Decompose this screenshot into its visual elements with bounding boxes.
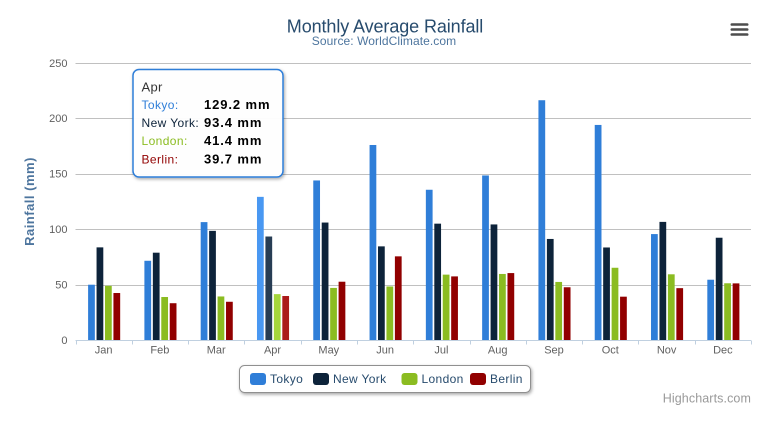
svg-text:London:: London: [142, 134, 188, 148]
svg-text:129.2 mm: 129.2 mm [204, 97, 270, 112]
svg-text:41.4 mm: 41.4 mm [204, 133, 262, 148]
svg-text:Aug: Aug [488, 345, 508, 357]
svg-text:Highcharts.com: Highcharts.com [663, 392, 751, 406]
svg-text:100: 100 [49, 224, 67, 236]
svg-text:London: London [422, 372, 464, 386]
svg-text:Feb: Feb [150, 345, 169, 357]
svg-text:Berlin: Berlin [490, 372, 523, 386]
svg-text:Jan: Jan [95, 345, 113, 357]
svg-text:0: 0 [61, 335, 67, 347]
svg-text:39.7 mm: 39.7 mm [204, 152, 262, 167]
svg-text:250: 250 [49, 58, 67, 70]
svg-text:Nov: Nov [657, 345, 677, 357]
svg-text:Sep: Sep [544, 345, 564, 357]
svg-text:New York: New York [333, 372, 387, 386]
svg-text:Apr: Apr [264, 345, 281, 357]
svg-text:Jul: Jul [434, 345, 448, 357]
svg-text:50: 50 [55, 279, 67, 291]
svg-text:Berlin:: Berlin: [142, 153, 179, 167]
svg-text:Rainfall (mm): Rainfall (mm) [22, 157, 37, 246]
svg-text:200: 200 [49, 113, 67, 125]
svg-text:Jun: Jun [376, 345, 394, 357]
svg-text:93.4 mm: 93.4 mm [204, 115, 262, 130]
svg-text:Tokyo:: Tokyo: [142, 98, 179, 112]
svg-text:Source: WorldClimate.com: Source: WorldClimate.com [312, 34, 456, 48]
svg-text:Apr: Apr [142, 80, 164, 95]
svg-text:Tokyo: Tokyo [270, 372, 303, 386]
svg-text:Mar: Mar [207, 345, 226, 357]
svg-text:May: May [318, 345, 339, 357]
svg-text:New York:: New York: [142, 116, 200, 130]
svg-text:Monthly Average Rainfall: Monthly Average Rainfall [287, 17, 483, 37]
svg-text:Dec: Dec [713, 345, 733, 357]
svg-text:150: 150 [49, 169, 67, 181]
svg-text:Oct: Oct [602, 345, 619, 357]
